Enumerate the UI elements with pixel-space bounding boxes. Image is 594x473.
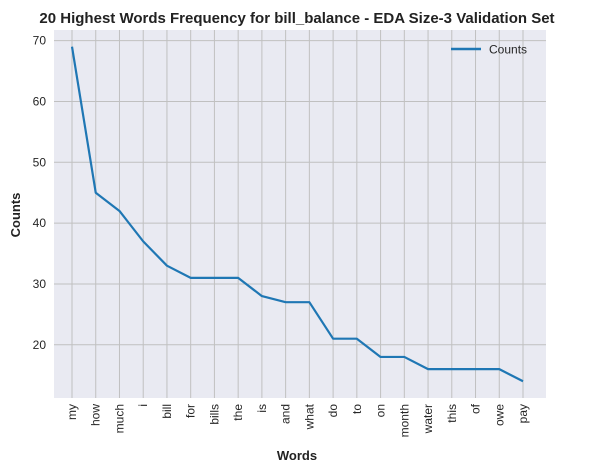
x-tick-label: month — [397, 404, 411, 437]
legend: Counts — [451, 43, 527, 57]
x-tick-label: what — [302, 403, 316, 430]
x-tick-label: to — [350, 404, 364, 414]
y-tick-label: 50 — [33, 155, 47, 169]
y-tick-label: 60 — [33, 94, 47, 108]
x-tick-label: is — [255, 404, 269, 413]
x-tick-label: the — [231, 404, 245, 421]
x-tick-label: how — [89, 404, 103, 426]
x-tick-label: water — [421, 404, 435, 434]
x-tick-label: bills — [207, 404, 221, 425]
y-tick-label: 30 — [33, 277, 47, 291]
series-line-counts — [70, 46, 524, 383]
x-tick-label: my — [65, 404, 79, 420]
chart-title: 20 Highest Words Frequency for bill_bala… — [39, 10, 554, 27]
x-tick-label: i — [136, 404, 150, 407]
x-axis-label: Words — [277, 448, 317, 463]
plot-area — [54, 30, 546, 398]
x-tick-label: this — [445, 404, 459, 423]
series-layer — [70, 46, 524, 383]
x-tick-label: owe — [492, 404, 506, 426]
x-tick-label: for — [184, 404, 198, 418]
y-axis: 20 30 40 50 60 70 — [33, 34, 47, 352]
x-tick-label: on — [374, 404, 388, 417]
x-tick-label: and — [279, 404, 293, 424]
y-tick-label: 40 — [33, 216, 47, 230]
x-tick-label: of — [469, 403, 483, 414]
x-tick-label: much — [112, 404, 126, 433]
x-axis: my how much i bill for bills the is and what do to on… — [65, 403, 530, 437]
grid — [54, 30, 546, 398]
legend-label-counts: Counts — [489, 43, 527, 57]
y-axis-label: Counts — [8, 193, 23, 238]
x-tick-label: pay — [516, 404, 530, 423]
y-tick-label: 20 — [33, 338, 47, 352]
x-tick-label: do — [326, 404, 340, 418]
x-tick-label: bill — [160, 404, 174, 419]
y-tick-label: 70 — [33, 34, 47, 48]
